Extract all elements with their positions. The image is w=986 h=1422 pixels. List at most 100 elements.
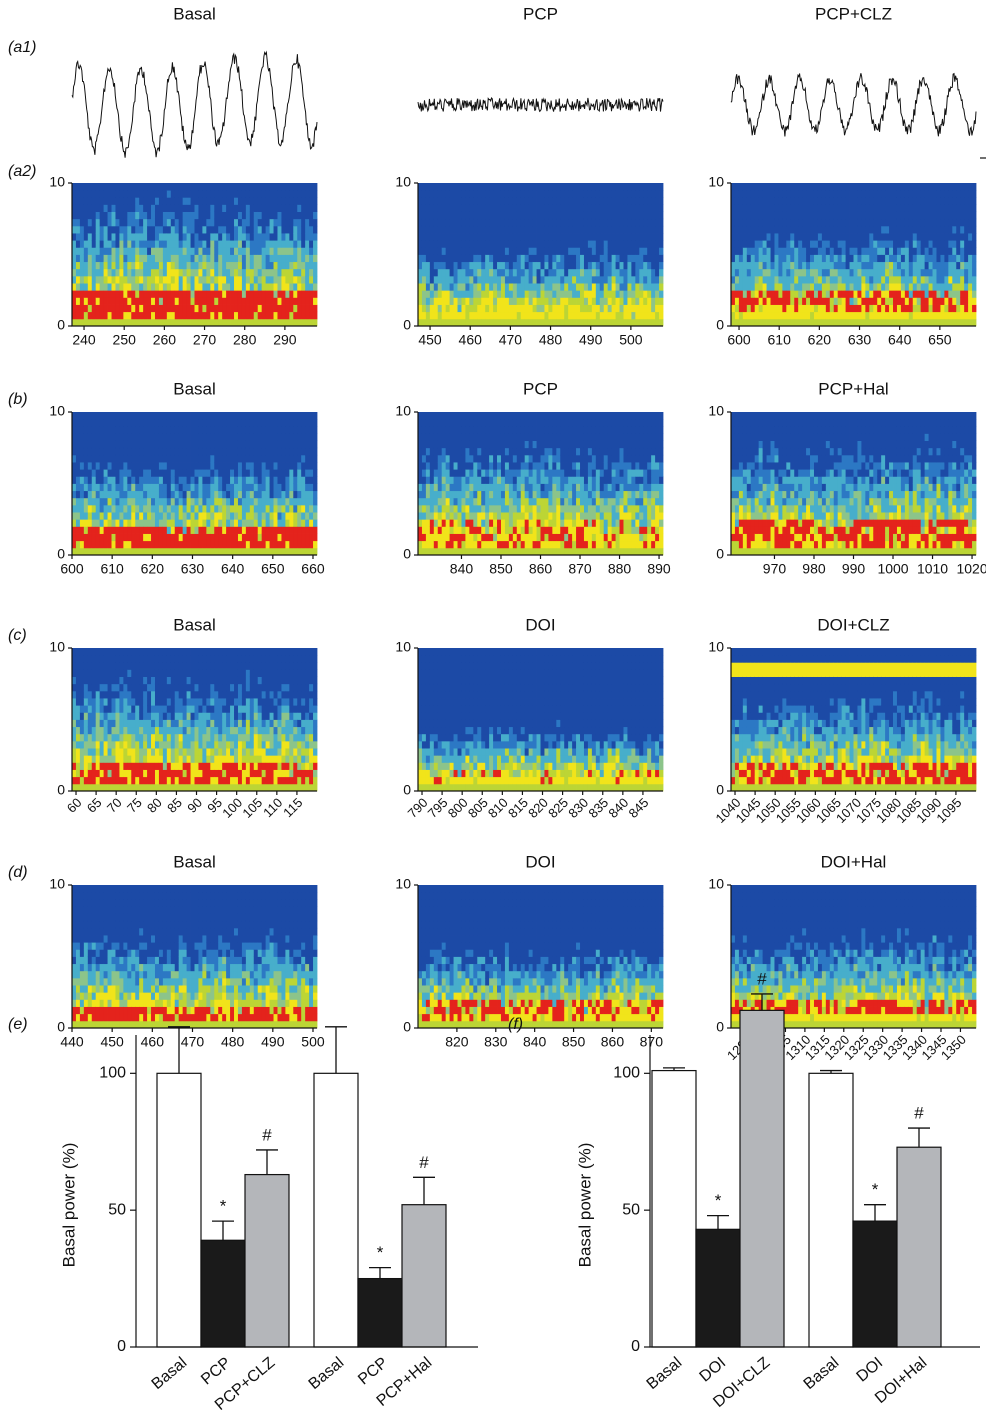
spectrogram-cell	[817, 304, 823, 313]
spectrogram-cell	[825, 261, 831, 270]
spectrogram-cell	[99, 197, 105, 205]
spectrogram-cell	[512, 297, 518, 305]
spectrogram-cell	[151, 447, 156, 456]
spectrogram-cell	[194, 504, 199, 513]
spectrogram-cell	[477, 233, 482, 241]
spectrogram-cell	[469, 283, 474, 291]
spectrogram-cell	[273, 247, 278, 255]
spectrogram-cell	[198, 540, 203, 549]
spectrogram-cell	[623, 218, 628, 227]
spectrogram-cell	[194, 440, 199, 449]
spectrogram-cell	[449, 225, 454, 234]
spectrogram-cell	[798, 197, 803, 205]
spectrogram-cell	[461, 318, 466, 327]
spectrogram-cell	[135, 440, 140, 449]
spectrogram-cell	[245, 454, 251, 463]
spectrogram-cell	[591, 275, 597, 284]
spectrogram-cell	[861, 268, 866, 277]
spectrogram-cell	[857, 318, 862, 327]
spectrogram-cell	[473, 190, 478, 198]
spectrogram-cell	[182, 497, 187, 506]
spectrogram-cell	[309, 283, 314, 291]
spectrogram-cell	[147, 183, 152, 191]
spectrogram-cell	[821, 311, 827, 320]
spectrogram-cell	[83, 469, 89, 477]
spectrogram-cell	[151, 318, 156, 327]
spectrogram-cell	[508, 283, 514, 291]
spectrogram-cell	[964, 247, 969, 255]
spectrogram-cell	[794, 297, 799, 305]
spectrogram-cell	[952, 233, 957, 241]
spectrogram-cell	[560, 275, 565, 284]
spectrogram-cell	[265, 526, 270, 534]
spectrogram-cell	[635, 254, 640, 263]
spectrogram-cell	[528, 275, 533, 284]
spectrogram-cell	[544, 304, 549, 313]
spectrogram-cell	[103, 412, 108, 420]
spectrogram-cell	[261, 190, 267, 198]
spectrogram-cell	[485, 318, 490, 327]
spectrogram-cell	[635, 261, 640, 270]
spectrogram-cell	[742, 218, 748, 227]
spectrogram-cell	[79, 426, 85, 434]
spectrogram-cell	[222, 476, 227, 484]
spectrogram-cell	[111, 275, 116, 284]
spectrogram-cell	[916, 311, 922, 320]
spectrogram-cell	[107, 547, 112, 556]
spectrogram-cell	[896, 261, 902, 270]
spectrogram-cell	[418, 311, 423, 320]
spectrogram-cell	[281, 447, 286, 456]
spectrogram-cell	[79, 275, 85, 284]
spectrogram-cell	[154, 233, 160, 241]
spectrogram-cell	[119, 290, 124, 298]
spectrogram-cell	[580, 283, 585, 291]
spectrogram-cell	[489, 218, 494, 227]
spectrogram-cell	[111, 497, 116, 506]
spectrogram-cell	[837, 211, 843, 220]
spectrogram-cell	[277, 233, 282, 241]
spectrogram-cell	[619, 211, 624, 220]
spectrogram-cell	[904, 247, 910, 255]
spectrogram-cell	[210, 540, 215, 549]
spectrogram-cell	[572, 197, 577, 205]
spectrogram-cell	[301, 225, 306, 234]
spectrogram-cell	[544, 218, 549, 227]
spectrogram-cell	[75, 275, 81, 284]
spectrogram-cell	[651, 268, 656, 277]
spectrogram-cell	[293, 497, 298, 506]
spectrogram-cell	[817, 261, 823, 270]
spectrogram-cell	[857, 254, 862, 263]
spectrogram-cell	[734, 290, 740, 298]
spectrogram-cell	[127, 469, 132, 477]
spectrogram-cell	[508, 304, 514, 313]
spectrogram-cell	[437, 297, 443, 305]
spectrogram-cell	[99, 526, 105, 534]
spectrogram-cell	[230, 304, 235, 313]
spectrogram-cell	[245, 490, 251, 499]
spectrogram-cell	[952, 211, 957, 220]
spectrogram-cell	[885, 254, 890, 263]
spectrogram-cell	[261, 283, 267, 291]
spectrogram-cell	[107, 290, 112, 298]
spectrogram-cell	[603, 240, 609, 248]
spectrogram-cell	[190, 447, 195, 456]
spectrogram-cell	[135, 412, 140, 420]
spectrogram-cell	[91, 204, 97, 212]
spectrogram-cell	[194, 547, 199, 556]
spectrogram-cell	[293, 476, 298, 484]
spectrogram-cell	[524, 204, 530, 212]
spectrogram-cell	[924, 211, 929, 220]
spectrogram-cell	[627, 211, 632, 220]
spectrogram-cell	[532, 218, 537, 227]
spectrogram-cell	[241, 433, 247, 441]
spectrogram-cell	[861, 275, 866, 284]
spectrogram-cell	[249, 240, 255, 248]
spectrogram-cell	[758, 283, 764, 291]
spectrogram-cell	[265, 290, 270, 298]
spectrogram-cell	[194, 318, 199, 327]
spectrogram-cell	[560, 233, 565, 241]
spectrogram-cell	[174, 462, 180, 470]
spectrogram-cell	[79, 519, 85, 527]
spectrogram-cell	[449, 311, 454, 320]
spectrogram-cell	[178, 254, 184, 263]
